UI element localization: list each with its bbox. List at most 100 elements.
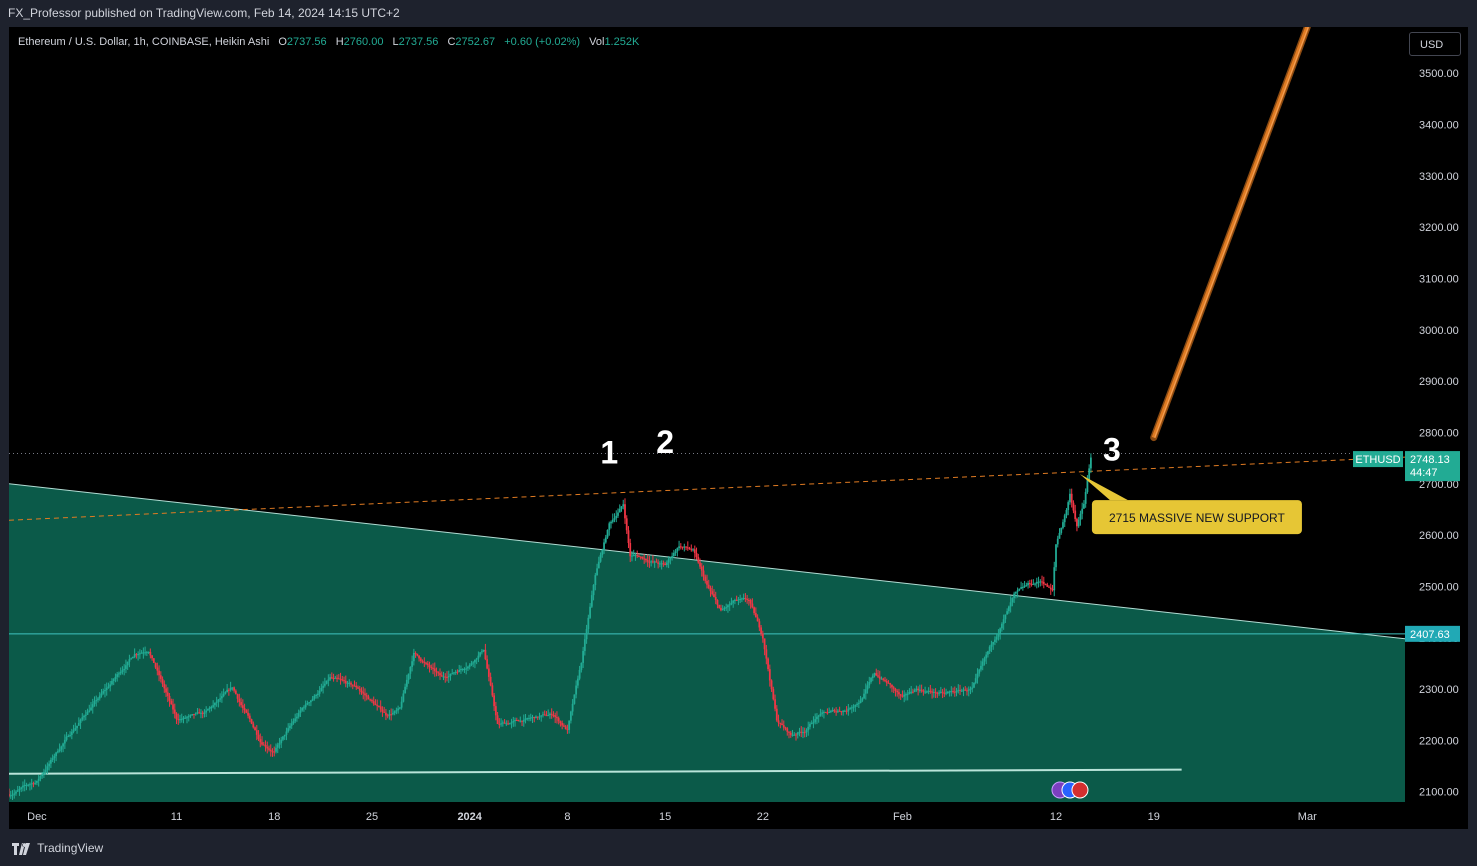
candle [348,679,351,687]
candle-body [580,662,583,670]
candle [751,598,754,609]
candle [992,641,995,650]
candle [376,699,379,711]
candle [556,711,558,724]
candle [72,724,75,734]
candle-body [706,580,708,585]
candle-body [395,710,398,712]
candle-body [891,684,893,688]
candle-body [934,691,937,693]
candle-body [737,599,740,601]
candle [311,696,314,702]
candle-body [393,711,396,714]
candle [482,649,485,653]
candle-body [529,717,532,719]
candle [658,561,661,568]
candle-body [179,719,181,721]
currency-button[interactable]: USD [1409,32,1461,56]
candle-body [264,745,267,747]
candle [1049,583,1052,595]
candle-body [791,734,794,736]
candle [700,563,703,577]
candle [378,705,380,708]
candle-body [936,692,939,694]
candle-body [533,716,536,719]
candle-body [46,766,49,771]
candle [217,698,220,708]
candle-body [193,714,195,716]
candle [177,713,180,725]
candle [775,705,778,722]
candle-body [929,690,932,692]
candle-body [845,710,848,712]
candle-body [474,659,476,663]
candle-body [868,681,871,686]
candle-body [760,627,762,634]
candle [309,700,312,707]
candle [892,685,895,693]
candle [800,726,803,738]
candle [184,715,187,719]
candle [219,693,222,703]
candle [760,625,762,637]
candle-body [585,629,588,640]
candle-body [578,669,581,679]
candle-body [1076,518,1078,527]
candle [86,708,89,715]
candle [407,673,410,684]
candle-body [72,730,75,732]
candle-body [917,688,920,691]
candle-body [522,719,525,722]
candle [816,713,818,725]
candle [477,651,480,663]
candle-body [714,596,717,601]
candle [533,716,536,723]
candle-body [988,646,991,652]
candle-body [789,732,792,735]
candle-body [166,692,169,697]
candle [978,668,981,677]
candle [142,647,145,659]
candle [128,654,131,668]
tradingview-logo-icon [12,842,30,855]
candle-body [269,749,272,752]
candle [280,736,283,749]
candle-body [508,723,511,725]
candle-body [336,677,338,679]
candle [187,714,190,722]
candle-body [62,743,64,747]
candle-body [1084,492,1087,504]
candle-body [885,680,888,683]
candle [15,790,17,796]
candle [58,743,61,753]
candle [418,655,420,662]
candle [559,720,562,727]
candle-body [503,722,506,724]
candle [768,664,771,687]
candle [423,657,426,668]
candle-body [899,694,902,696]
candle-body [418,655,420,659]
candle-body [172,704,174,710]
candle [1027,580,1029,589]
candle [60,745,63,753]
candle [964,686,967,691]
candle [323,677,326,688]
candle [1056,535,1059,548]
candle-body [695,553,698,557]
candle-body [606,529,609,538]
candle-body [500,723,502,725]
candle-body [49,759,52,764]
chart-frame[interactable]: Ethereum / U.S. Dollar, 1h, COINBASE, He… [9,27,1468,829]
candle [833,708,836,713]
candle [385,708,387,721]
candle-body [11,794,14,796]
x-tick-label: 25 [366,811,378,823]
candle-body [939,691,942,693]
candle-body [573,694,576,704]
candle [30,778,33,790]
candle-body [920,689,923,691]
candle [948,690,951,697]
candle [650,560,653,567]
